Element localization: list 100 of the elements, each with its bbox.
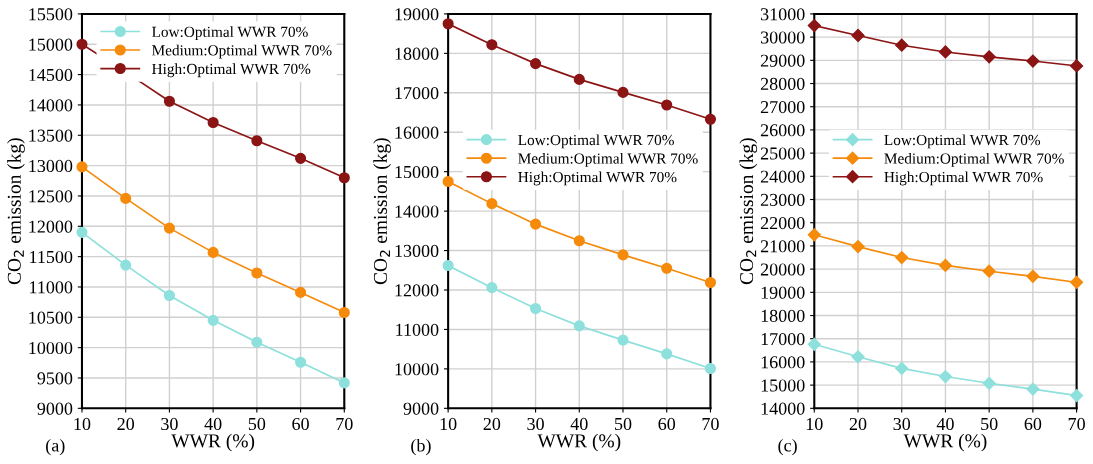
y-tick-label: 30000 xyxy=(760,31,805,44)
x-axis-title: WWR (%) xyxy=(903,433,987,452)
point xyxy=(486,282,498,294)
point xyxy=(1070,388,1084,403)
y-tick-label: 14500 xyxy=(29,68,73,82)
text: (b) xyxy=(411,438,431,456)
point xyxy=(851,240,865,254)
point xyxy=(295,152,307,164)
point xyxy=(163,95,175,107)
point xyxy=(76,161,88,173)
y-axis-title: CO$_{2}$ emission (kg) xyxy=(739,138,758,285)
point xyxy=(661,99,673,111)
y-tick-label: 21000 xyxy=(760,240,805,253)
y-tick-label: 31000 xyxy=(760,8,805,21)
point xyxy=(207,116,219,129)
x-tick-label: 40 xyxy=(204,417,222,431)
point xyxy=(251,267,263,279)
y-tick-label: 20000 xyxy=(760,263,805,276)
point xyxy=(704,113,717,125)
y-tick-label: 12000 xyxy=(29,220,73,233)
x-tick-label: 20 xyxy=(849,417,867,431)
legend-label: Low:Optimal WWR 70% xyxy=(884,134,1041,149)
point xyxy=(76,38,88,50)
point xyxy=(486,39,498,51)
x-tick-label: 10 xyxy=(74,417,91,431)
text: (a) xyxy=(46,438,65,456)
legend-label: Low:Optimal WWR 70% xyxy=(518,134,674,149)
point xyxy=(573,235,585,247)
y-tick-label: 25000 xyxy=(760,147,805,160)
point xyxy=(851,28,865,43)
point xyxy=(251,135,263,147)
point xyxy=(251,336,263,348)
y-tick-label: 16000 xyxy=(395,126,439,139)
text: (c) xyxy=(778,438,797,456)
x-tick-label: 10 xyxy=(440,417,457,431)
point xyxy=(1026,269,1040,283)
point xyxy=(1070,59,1084,73)
y-tick-label: 16000 xyxy=(761,356,805,369)
point xyxy=(530,218,542,230)
point xyxy=(163,289,175,302)
y-tick-label: 10000 xyxy=(29,341,73,355)
y-tick-label: 15500 xyxy=(29,8,73,21)
x-tick-label: 50 xyxy=(615,417,632,431)
point xyxy=(851,350,865,364)
y-tick-label: 23000 xyxy=(760,193,805,206)
x-tick-label: 40 xyxy=(570,417,588,431)
y-tick-label: 9500 xyxy=(37,372,73,385)
x-axis-title: WWR (%) xyxy=(537,433,621,452)
y-tick-label: 13000 xyxy=(395,244,439,257)
x-tick-label: 20 xyxy=(483,417,501,431)
y-tick-label: 28000 xyxy=(760,77,805,90)
legend-label: Medium:Optimal WWR 70% xyxy=(152,44,332,59)
y-tick-label: 19000 xyxy=(761,286,805,299)
point xyxy=(207,314,219,326)
point xyxy=(442,259,454,272)
point xyxy=(1026,54,1040,68)
point xyxy=(442,18,454,30)
y-tick-label: 17000 xyxy=(395,87,439,100)
x-axis-title: WWR (%) xyxy=(171,433,255,452)
point xyxy=(120,259,132,271)
point xyxy=(338,172,350,184)
point xyxy=(982,50,996,64)
point xyxy=(338,306,350,319)
point xyxy=(704,362,717,375)
point xyxy=(982,264,996,278)
y-tick-label: 11500 xyxy=(30,250,73,264)
point xyxy=(530,58,542,70)
legend-label: Low:Optimal WWR 70% xyxy=(152,26,308,41)
point xyxy=(76,226,88,238)
point xyxy=(807,18,821,33)
y-axis-title: CO$_{2}$ emission (kg) xyxy=(7,138,25,285)
legend-label: High:Optimal WWR 70% xyxy=(884,171,1043,186)
point xyxy=(442,175,454,188)
y-tick-label: 14000 xyxy=(29,99,73,112)
point xyxy=(895,38,909,52)
y-axis-title: CO$_{2}$ emission (kg) xyxy=(373,138,391,285)
x-tick-label: 70 xyxy=(1068,417,1085,431)
x-tick-label: 60 xyxy=(1024,417,1042,431)
point xyxy=(1026,382,1040,396)
y-tick-label: 22000 xyxy=(760,216,805,230)
y-tick-label: 27000 xyxy=(760,100,805,114)
legend-label: High:Optimal WWR 70% xyxy=(152,63,311,78)
y-tick-label: 13000 xyxy=(29,159,73,173)
x-tick-label: 30 xyxy=(527,417,544,431)
x-tick-label: 30 xyxy=(893,417,911,431)
y-tick-label: 13500 xyxy=(29,129,73,142)
point xyxy=(486,198,498,210)
point xyxy=(661,348,673,360)
y-tick-label: 11000 xyxy=(396,323,439,336)
point xyxy=(617,86,629,98)
y-tick-label: 15000 xyxy=(395,165,439,179)
point xyxy=(938,258,953,272)
point xyxy=(163,222,175,234)
x-tick-label: 60 xyxy=(658,417,676,431)
x-tick-label: 40 xyxy=(936,417,954,431)
y-tick-label: 24000 xyxy=(760,170,805,183)
legend-label: High:Optimal WWR 70% xyxy=(518,171,677,186)
point xyxy=(661,262,673,274)
y-tick-label: 19000 xyxy=(395,8,439,21)
x-tick-label: 10 xyxy=(806,417,823,431)
